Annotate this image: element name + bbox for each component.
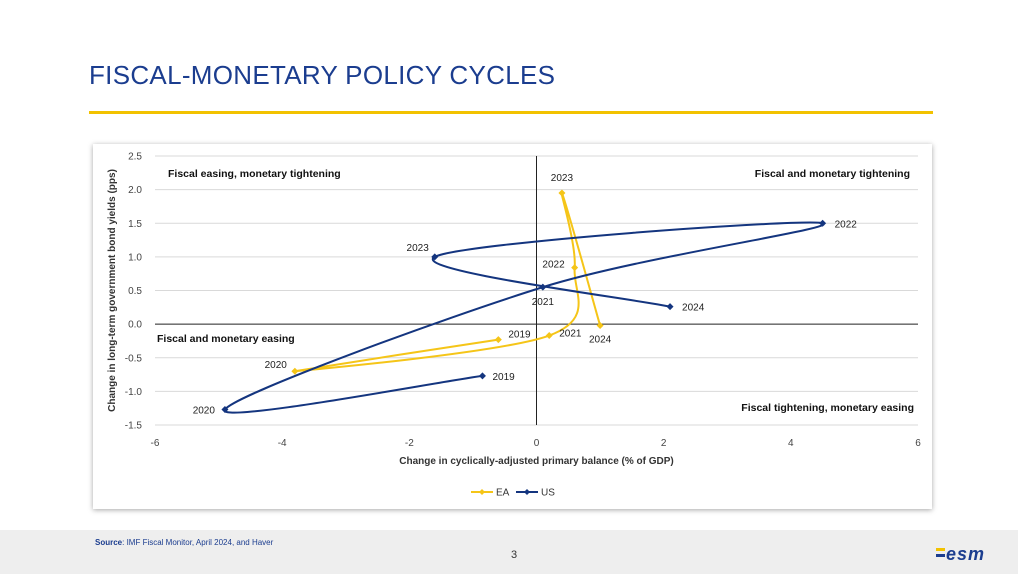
logo: esm bbox=[946, 544, 986, 564]
data-label-us: 2024 bbox=[682, 303, 705, 314]
slide-title: FISCAL-MONETARY POLICY CYCLES bbox=[89, 60, 556, 90]
data-label-ea: 2019 bbox=[508, 330, 531, 341]
data-point-ea bbox=[545, 332, 553, 340]
data-point-ea bbox=[291, 367, 299, 375]
data-point-ea bbox=[571, 264, 579, 272]
legend-marker-ea bbox=[479, 489, 485, 495]
axes: 2.5 2.0 1.5 1.0 0.5 0.0 -0.5 -1.0 -1.5 -6 -4 -2 0 2 4 6 bbox=[125, 152, 921, 450]
legend-label-ea: EA bbox=[496, 488, 510, 499]
series-line-ea bbox=[293, 191, 602, 373]
x-tick-label: 6 bbox=[915, 438, 921, 449]
page-number: 3 bbox=[510, 549, 518, 561]
data-point-us bbox=[221, 406, 229, 414]
legend-label-us: US bbox=[541, 488, 555, 499]
x-tick-label: 2 bbox=[661, 438, 667, 449]
data-point-us bbox=[431, 253, 439, 261]
data-label-us: 2023 bbox=[407, 243, 430, 254]
x-tick-label: 0 bbox=[534, 438, 540, 449]
y-tick-label: -0.5 bbox=[125, 353, 143, 364]
quadrant-label-bottom-right: Fiscal tightening, monetary easing bbox=[741, 402, 914, 414]
legend: EA US bbox=[471, 488, 555, 499]
data-label-us: 2019 bbox=[492, 372, 515, 383]
x-axis-title: Change in cyclically-adjusted primary ba… bbox=[399, 456, 674, 467]
title-rule bbox=[89, 111, 933, 114]
x-tick-label: 4 bbox=[788, 438, 794, 449]
x-tick-label: -4 bbox=[278, 438, 287, 449]
quadrant-label-top-right: Fiscal and monetary tightening bbox=[755, 168, 910, 180]
data-label-ea: 2024 bbox=[589, 334, 612, 345]
data-label-ea: 2022 bbox=[542, 260, 565, 271]
x-tick-label: -6 bbox=[151, 438, 160, 449]
y-tick-label: 1.5 bbox=[128, 219, 142, 230]
data-label-ea: 2020 bbox=[265, 360, 288, 371]
chart-svg: 2.5 2.0 1.5 1.0 0.5 0.0 -0.5 -1.0 -1.5 -6 -4 -2 0 2 4 6… bbox=[107, 152, 921, 499]
data-point-us bbox=[819, 219, 827, 227]
y-tick-label: 1.0 bbox=[128, 252, 142, 263]
logo-mark-icon bbox=[936, 548, 945, 557]
legend-marker-us bbox=[524, 489, 530, 495]
data-point-ea bbox=[558, 189, 566, 197]
series-group bbox=[221, 189, 827, 414]
data-label-ea: 2021 bbox=[559, 329, 582, 340]
quadrant-label-bottom-left: Fiscal and monetary easing bbox=[157, 333, 295, 345]
footer-band bbox=[0, 530, 1018, 574]
y-tick-label: 2.5 bbox=[128, 152, 142, 163]
quadrant-label-top-left: Fiscal easing, monetary tightening bbox=[168, 168, 341, 180]
chart-container: 2.5 2.0 1.5 1.0 0.5 0.0 -0.5 -1.0 -1.5 -6 -4 -2 0 2 4 6… bbox=[93, 144, 932, 509]
y-axis-title: Change in long-term government bond yiel… bbox=[107, 169, 118, 412]
data-label-us: 2022 bbox=[835, 219, 858, 230]
data-point-ea bbox=[494, 336, 502, 344]
y-tick-label: -1.5 bbox=[125, 421, 143, 432]
source-label: Source bbox=[95, 538, 123, 547]
source-note: Source: IMF Fiscal Monitor, April 2024, … bbox=[95, 538, 273, 547]
y-tick-label: -1.0 bbox=[125, 387, 143, 398]
labels-group: 2019 2020 2021 2022 2023 2024 2019 2020 2021 2022… bbox=[193, 173, 858, 417]
y-tick-label: 0.5 bbox=[128, 286, 142, 297]
data-point-us bbox=[478, 372, 486, 380]
data-label-us: 2020 bbox=[193, 406, 216, 417]
data-point-ea bbox=[596, 321, 604, 329]
y-tick-label: 2.0 bbox=[128, 185, 142, 196]
source-text: : IMF Fiscal Monitor, April 2024, and Ha… bbox=[122, 538, 274, 547]
series-line-us bbox=[223, 221, 825, 414]
y-tick-label: 0.0 bbox=[128, 320, 142, 331]
data-point-us bbox=[539, 283, 547, 291]
x-tick-label: -2 bbox=[405, 438, 414, 449]
data-label-ea: 2023 bbox=[551, 173, 574, 184]
data-label-us: 2021 bbox=[532, 297, 555, 308]
data-point-us bbox=[666, 303, 674, 311]
